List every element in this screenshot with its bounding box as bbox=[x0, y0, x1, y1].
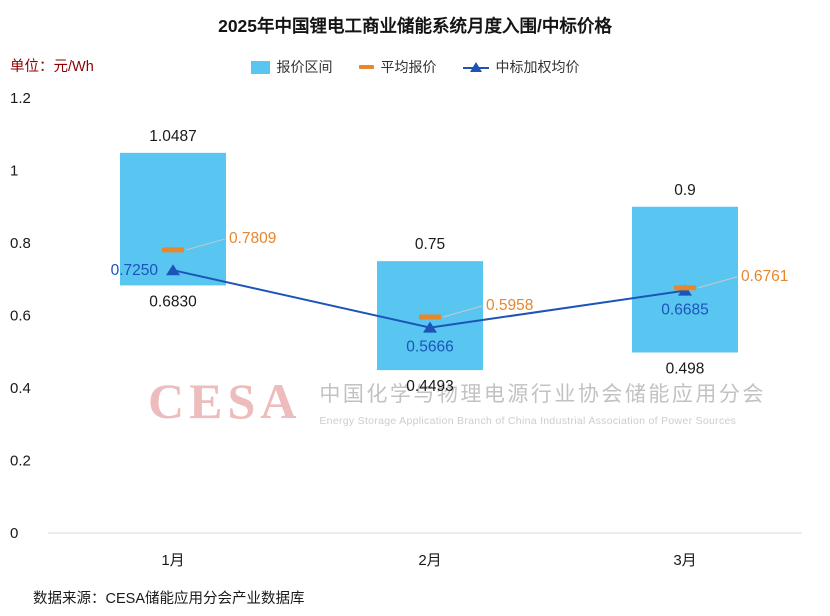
legend: 报价区间 平均报价 中标加权均价 bbox=[0, 57, 830, 77]
weighted-average-value-label: 0.7250 bbox=[111, 262, 159, 279]
bar-low-value-label: 0.4493 bbox=[406, 378, 453, 395]
weighted-average-swatch-icon bbox=[462, 61, 489, 74]
average-quote-leader-line bbox=[185, 238, 226, 251]
quote-range-swatch-icon bbox=[250, 60, 270, 74]
y-axis-tick-label: 1 bbox=[10, 163, 18, 180]
y-axis-tick-label: 0.6 bbox=[10, 308, 31, 325]
x-axis-tick-label: 3月 bbox=[673, 552, 696, 569]
y-axis-tick-label: 0 bbox=[10, 525, 18, 542]
average-quote-value-label: 0.6761 bbox=[741, 268, 788, 285]
bar-high-value-label: 0.75 bbox=[415, 236, 445, 253]
legend-item-weighted-average[interactable]: 中标加权均价 bbox=[462, 57, 580, 77]
chart-title: 2025年中国锂电工商业储能系统月度入围/中标价格 bbox=[218, 16, 612, 36]
quote-range-label: 报价区间 bbox=[276, 59, 333, 75]
weighted-average-marker-icon bbox=[423, 321, 437, 333]
bar-low-value-label: 0.6830 bbox=[149, 293, 197, 310]
data-source: 数据来源：CESA储能应用分会产业数据库 bbox=[33, 591, 305, 607]
average-quote-dash-icon bbox=[419, 314, 441, 320]
quote-range-bar bbox=[632, 206, 738, 353]
weighted-average-value-label: 0.5666 bbox=[406, 339, 453, 356]
weighted-average-marker-icon bbox=[166, 264, 180, 276]
weighted-average-label: 中标加权均价 bbox=[495, 59, 580, 75]
y-axis-tick-label: 0.8 bbox=[10, 235, 31, 252]
average-quote-dash-icon bbox=[674, 285, 696, 291]
average-quote-value-label: 0.5958 bbox=[486, 297, 533, 314]
bar-high-value-label: 0.9 bbox=[674, 182, 696, 199]
average-quote-leader-line bbox=[442, 305, 483, 318]
unit-label: 单位：元/Wh bbox=[10, 59, 94, 75]
average-quote-leader-line bbox=[697, 276, 738, 289]
legend-item-quote-range[interactable]: 报价区间 bbox=[250, 57, 333, 77]
y-axis-tick-label: 0.4 bbox=[10, 380, 31, 397]
x-axis-tick-label: 1月 bbox=[161, 552, 184, 569]
weighted-average-value-label: 0.6685 bbox=[661, 302, 708, 319]
bar-high-value-label: 1.0487 bbox=[149, 128, 196, 145]
x-axis-tick-label: 2月 bbox=[418, 552, 441, 569]
average-quote-swatch-icon bbox=[358, 65, 374, 69]
quote-range-bar bbox=[120, 152, 226, 286]
average-quote-dash-icon bbox=[162, 247, 184, 253]
legend-item-average-quote[interactable]: 平均报价 bbox=[358, 57, 437, 77]
average-quote-label: 平均报价 bbox=[380, 59, 437, 75]
y-axis-tick-label: 0.2 bbox=[10, 453, 31, 470]
y-axis-tick-label: 1.2 bbox=[10, 90, 31, 107]
average-quote-value-label: 0.7809 bbox=[229, 230, 276, 247]
bar-low-value-label: 0.498 bbox=[666, 360, 705, 377]
